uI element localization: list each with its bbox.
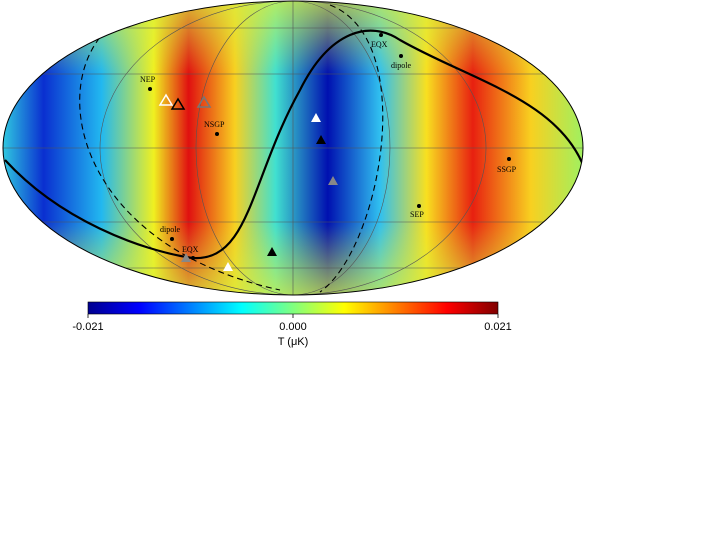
annotation: EQX	[182, 245, 199, 254]
point	[215, 132, 219, 136]
annotation: SEP	[410, 210, 424, 219]
triangle	[223, 262, 233, 271]
colorbar	[87, 301, 499, 315]
colorbar-ticks: -0.021 0.000 0.021	[72, 314, 512, 333]
point	[507, 157, 511, 161]
triangle	[181, 253, 191, 262]
triangle	[158, 93, 174, 106]
triangles	[158, 93, 338, 271]
triangle	[196, 95, 212, 108]
points	[148, 33, 511, 260]
annotation: NEP	[140, 75, 156, 84]
annotation: dipole	[391, 61, 411, 70]
ecliptic	[4, 29, 583, 260]
tick-label: -0.021	[72, 321, 103, 333]
sky-map	[3, 1, 583, 295]
annotation: EQX	[371, 40, 388, 49]
point	[191, 256, 195, 260]
triangle	[316, 135, 326, 144]
annotation: SSGP	[497, 165, 517, 174]
point	[148, 87, 152, 91]
tick-label: 0.021	[484, 321, 512, 333]
point	[417, 204, 421, 208]
colorbar-label: T (μK)	[278, 336, 309, 348]
annotation: NSGP	[204, 120, 225, 129]
map-outline	[2, 0, 584, 296]
point	[379, 33, 383, 37]
annotation: dipole	[160, 225, 180, 234]
triangle	[328, 176, 338, 185]
point	[170, 237, 174, 241]
point	[399, 54, 403, 58]
dashed-curve	[319, 4, 384, 293]
triangle	[170, 97, 186, 110]
triangle	[311, 113, 321, 122]
tick-label: 0.000	[279, 321, 307, 333]
triangle	[267, 247, 277, 256]
